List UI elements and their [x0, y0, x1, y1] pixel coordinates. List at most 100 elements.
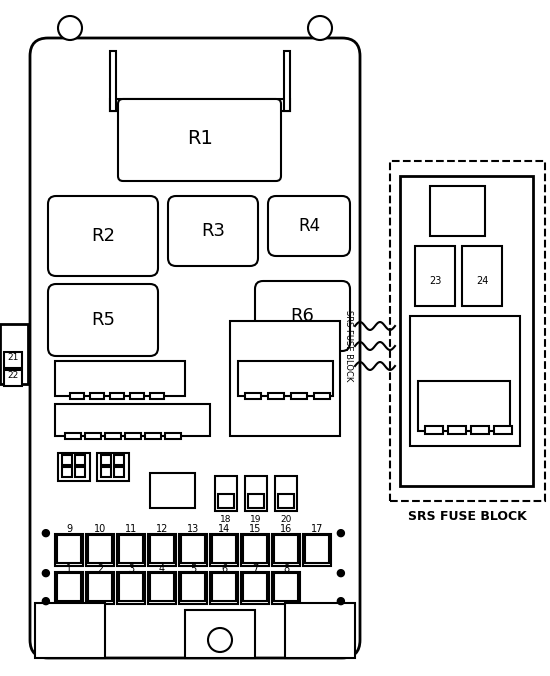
Bar: [278, 494, 294, 508]
Bar: [181, 573, 205, 601]
Bar: [218, 494, 234, 508]
Text: SRS FUSE BLOCK: SRS FUSE BLOCK: [344, 310, 353, 382]
Bar: [150, 573, 174, 601]
Bar: [243, 535, 267, 563]
Bar: [272, 572, 300, 604]
Bar: [117, 572, 145, 604]
Bar: [114, 467, 124, 477]
Bar: [90, 393, 104, 399]
Bar: [448, 426, 466, 434]
Bar: [291, 393, 307, 399]
Bar: [285, 603, 355, 658]
Bar: [471, 426, 489, 434]
Bar: [212, 573, 236, 601]
Bar: [210, 534, 238, 566]
Bar: [212, 535, 236, 563]
Text: 17: 17: [311, 524, 323, 534]
Bar: [241, 534, 269, 566]
Bar: [314, 393, 330, 399]
FancyBboxPatch shape: [30, 38, 360, 658]
Circle shape: [208, 628, 232, 652]
Bar: [55, 572, 83, 604]
Bar: [305, 535, 329, 563]
Text: 12: 12: [156, 524, 168, 534]
Bar: [410, 316, 520, 446]
Bar: [88, 573, 112, 601]
Text: 24: 24: [476, 276, 488, 286]
Bar: [4, 370, 22, 386]
Text: R1: R1: [187, 130, 213, 149]
Bar: [55, 361, 185, 396]
Bar: [110, 99, 290, 111]
Bar: [303, 534, 331, 566]
Bar: [148, 534, 176, 566]
Text: R4: R4: [298, 217, 320, 235]
Bar: [390, 161, 545, 501]
Text: 18: 18: [220, 514, 232, 523]
Text: ●: ●: [40, 596, 50, 606]
Text: 13: 13: [187, 524, 199, 534]
Text: 19: 19: [250, 514, 262, 523]
Bar: [462, 246, 502, 306]
Text: ●: ●: [335, 528, 345, 538]
Text: 3: 3: [128, 564, 134, 574]
Text: ●: ●: [40, 568, 50, 578]
Bar: [0, 324, 28, 384]
Bar: [62, 455, 72, 465]
Bar: [494, 426, 512, 434]
Bar: [245, 393, 261, 399]
Bar: [70, 393, 84, 399]
Bar: [272, 534, 300, 566]
Bar: [248, 494, 264, 508]
FancyBboxPatch shape: [48, 284, 158, 356]
FancyBboxPatch shape: [255, 281, 350, 351]
Bar: [86, 534, 114, 566]
Text: 23: 23: [429, 276, 441, 286]
Bar: [114, 455, 124, 465]
Bar: [425, 426, 443, 434]
FancyBboxPatch shape: [118, 99, 281, 181]
Bar: [145, 433, 161, 439]
Bar: [430, 186, 485, 236]
Bar: [150, 393, 164, 399]
Text: R5: R5: [91, 311, 115, 329]
FancyBboxPatch shape: [48, 196, 158, 276]
Text: 16: 16: [280, 524, 292, 534]
Bar: [119, 573, 143, 601]
Text: ●: ●: [335, 568, 345, 578]
Bar: [275, 476, 297, 511]
Text: 22: 22: [7, 372, 19, 381]
Text: 5: 5: [190, 564, 196, 574]
Bar: [181, 535, 205, 563]
Text: 4: 4: [159, 564, 165, 574]
Text: 21: 21: [7, 354, 19, 362]
Bar: [274, 573, 298, 601]
Bar: [105, 433, 121, 439]
Bar: [284, 51, 290, 111]
Text: 10: 10: [94, 524, 106, 534]
Bar: [85, 433, 101, 439]
Bar: [165, 433, 181, 439]
Text: 7: 7: [252, 564, 258, 574]
Bar: [150, 535, 174, 563]
Bar: [274, 535, 298, 563]
Text: R2: R2: [91, 227, 115, 245]
Bar: [97, 453, 129, 481]
Bar: [185, 610, 255, 658]
Bar: [243, 573, 267, 601]
Bar: [148, 572, 176, 604]
Bar: [230, 321, 340, 436]
Circle shape: [58, 16, 82, 40]
Text: 1: 1: [66, 564, 72, 574]
Bar: [35, 603, 105, 658]
Bar: [65, 433, 81, 439]
Bar: [58, 453, 90, 481]
Bar: [57, 573, 81, 601]
Bar: [110, 393, 124, 399]
Bar: [4, 352, 22, 368]
Bar: [400, 176, 533, 486]
Bar: [110, 51, 116, 111]
Text: 8: 8: [283, 564, 289, 574]
Bar: [88, 535, 112, 563]
Bar: [75, 455, 85, 465]
